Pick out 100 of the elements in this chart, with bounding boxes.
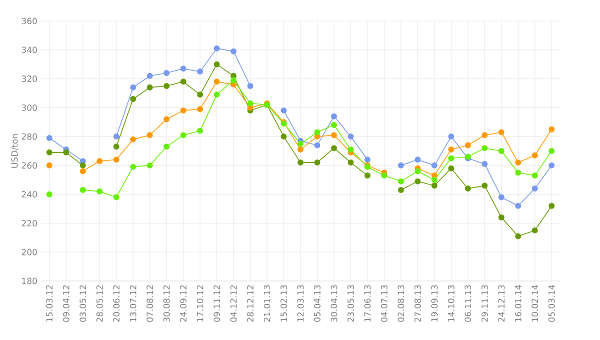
point (482, 132, 488, 138)
point (214, 45, 220, 52)
point (113, 194, 120, 200)
point (431, 176, 438, 183)
point (448, 134, 454, 140)
point (414, 178, 421, 184)
x-tick-label: 17.10.12 (196, 285, 204, 322)
point (314, 160, 320, 166)
point (298, 140, 304, 147)
x-tick-label: 30.08.12 (163, 285, 170, 322)
point (548, 162, 555, 168)
point (515, 233, 522, 240)
x-tick-label: 21.01.13 (264, 285, 270, 322)
x-tick-label: 19.09.13 (431, 285, 438, 322)
x-tick-label: 04.07.13 (380, 285, 388, 322)
x-tick-label: 05.03.14 (548, 285, 555, 322)
point (164, 82, 170, 89)
point (63, 149, 70, 156)
x-tick-label: 16.01.14 (514, 285, 522, 322)
y-tick-label: 220 (22, 220, 37, 226)
y-tick-label: 280 (22, 133, 37, 140)
y-tick-label: 200 (22, 248, 37, 256)
point (80, 162, 86, 168)
point (515, 160, 522, 166)
point (130, 84, 136, 90)
x-tick-label: 06.11.13 (464, 285, 472, 322)
point (398, 162, 404, 168)
point (431, 182, 438, 189)
x-tick-label: 28.05.12 (96, 285, 103, 322)
point (46, 149, 52, 156)
y-tick-label: 240 (22, 191, 37, 198)
point (113, 134, 120, 140)
point (298, 160, 304, 166)
point (214, 78, 220, 85)
point (197, 106, 204, 112)
point (314, 129, 320, 136)
point (180, 66, 186, 72)
point (230, 77, 237, 84)
point (398, 178, 404, 184)
point (180, 78, 186, 85)
point (146, 84, 153, 90)
x-tick-label: 24.12.13 (498, 285, 505, 322)
point (164, 116, 170, 122)
point (532, 152, 538, 158)
x-tick-label: 04.12.12 (230, 285, 237, 322)
x-tick-label: 09.04.12 (62, 285, 70, 322)
point (164, 70, 170, 76)
point (431, 162, 438, 168)
point (197, 92, 204, 98)
x-tick-label: 30.04.13 (330, 285, 338, 322)
point (414, 156, 421, 163)
point (448, 146, 454, 153)
point (197, 128, 204, 134)
point (96, 188, 103, 194)
point (448, 165, 454, 172)
point (130, 136, 136, 142)
x-tick-label: 17.06.13 (364, 285, 371, 322)
point (113, 156, 120, 163)
point (80, 186, 86, 193)
point (464, 142, 471, 148)
point (330, 145, 337, 152)
point (180, 132, 186, 138)
point (498, 129, 504, 136)
point (247, 100, 254, 106)
point (130, 164, 136, 170)
point (532, 186, 538, 192)
point (214, 92, 220, 98)
point (280, 108, 287, 114)
point (164, 144, 170, 150)
point (532, 227, 538, 234)
point (348, 146, 354, 153)
x-tick-label: 14.10.13 (448, 285, 454, 322)
y-tick-label: 360 (22, 18, 37, 24)
x-tick-label: 10.02.14 (532, 285, 538, 322)
point (532, 172, 538, 179)
point (448, 155, 454, 162)
point (515, 202, 522, 209)
x-tick-label: 13.07.12 (130, 285, 136, 322)
y-axis-title: USD/ton (11, 134, 18, 168)
point (314, 142, 320, 148)
point (364, 172, 370, 179)
point (498, 194, 504, 200)
point (330, 122, 337, 128)
point (414, 168, 421, 174)
x-tick-label: 05.04.13 (314, 285, 320, 322)
x-tick-label: 03.05.12 (80, 285, 86, 322)
point (482, 160, 488, 167)
point (130, 96, 136, 102)
x-tick-label: 12.03.13 (297, 285, 304, 322)
x-tick-label: 07.08.12 (146, 285, 154, 322)
x-tick-label: 27.08.13 (414, 285, 421, 322)
point (364, 156, 370, 163)
point (146, 72, 153, 79)
y-tick-label: 260 (22, 162, 37, 169)
y-tick-label: 320 (22, 76, 37, 82)
y-tick-label: 340 (22, 46, 37, 54)
point (548, 126, 555, 132)
point (464, 186, 471, 192)
x-tick-label: 28.12.12 (247, 285, 254, 322)
point (146, 162, 153, 168)
